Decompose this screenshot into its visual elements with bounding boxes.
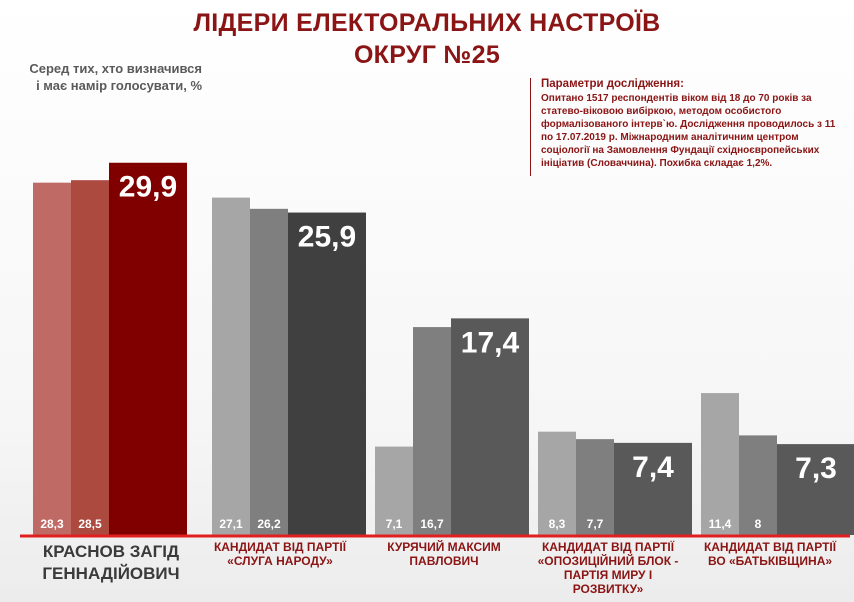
category-label-2: КУРЯЧИЙ МАКСИМ ПАВЛОВИЧ [364, 540, 524, 568]
value-label-g1-s0: 27,1 [219, 517, 243, 531]
value-label-g2-s1: 16,7 [420, 517, 444, 531]
category-label-4: КАНДИДАТ ВІД ПАРТІЇ ВО «БАТЬКІВЩИНА» [690, 540, 850, 568]
value-label-g0-s1: 28,5 [78, 517, 102, 531]
bar-g2-s0 [375, 446, 413, 535]
bar-g1-s1 [250, 208, 288, 535]
category-label-0: КРАСНОВ ЗАГІД ГЕННАДІЙОВИЧ [6, 541, 216, 585]
category-label-0-line-0: КРАСНОВ ЗАГІД [42, 542, 180, 561]
category-label-3: КАНДИДАТ ВІД ПАРТІЇ «ОПОЗИЦІЙНИЙ БЛОК - ПА… [528, 540, 688, 596]
research-parameters: Параметри дослідження: Опитано 1517 респ… [530, 78, 841, 176]
value-label-g4-s0: 11,4 [709, 517, 732, 531]
chart-title-line1: ЛІДЕРИ ЕЛЕКТОРАЛЬНИХ НАСТРОЇВ [193, 9, 661, 37]
bar-g1-s2 [288, 212, 366, 536]
value-label-g4-s2: 7,3 [795, 452, 837, 485]
category-label-3-line-1: «ОПОЗИЦІЙНИЙ БЛОК - [537, 554, 679, 568]
bar-g4-s1 [739, 435, 777, 535]
value-label-g2-s2: 17,4 [461, 326, 520, 359]
value-label-g3-s1: 7,7 [587, 517, 604, 531]
value-label-g3-s2: 7,4 [632, 451, 674, 484]
category-label-1-line-1: «СЛУГА НАРОДУ» [227, 554, 333, 568]
bar-g1-s0 [212, 197, 250, 536]
bar-g3-s2 [614, 442, 692, 535]
bar-g0-s2 [109, 162, 187, 535]
params-body: Опитано 1517 респондентів віком від 18 д… [541, 93, 836, 169]
category-label-0-line-1: ГЕННАДІЙОВИЧ [42, 564, 180, 583]
category-label-3-line-0: КАНДИДАТ ВІД ПАРТІЇ [541, 540, 675, 554]
value-label-g4-s1: 8 [755, 517, 762, 531]
category-label-2-line-1: ПАВЛОВИЧ [409, 554, 479, 568]
category-label-3-line-2: ПАРТІЯ МИРУ І [563, 568, 653, 582]
category-label-3-line-3: РОЗВИТКУ» [572, 582, 644, 596]
value-label-g0-s2: 29,9 [119, 171, 177, 204]
bar-g2-s1 [413, 327, 451, 535]
bar-g2-s2 [451, 318, 529, 535]
bar-g3-s1 [576, 439, 614, 535]
value-label-g0-s0: 28,3 [40, 517, 64, 531]
value-label-g3-s0: 8,3 [549, 517, 566, 531]
value-label-g1-s1: 26,2 [257, 517, 281, 531]
subtitle-line1: Серед тих, хто визначився [29, 61, 202, 76]
bar-g4-s2 [777, 444, 854, 535]
bar-g3-s0 [538, 431, 576, 535]
category-label-4-line-1: ВО «БАТЬКІВЩИНА» [707, 554, 833, 568]
category-label-1-line-0: КАНДИДАТ ВІД ПАРТІЇ [213, 540, 347, 554]
category-label-1: КАНДИДАТ ВІД ПАРТІЇ «СЛУГА НАРОДУ» [200, 540, 360, 568]
chart-subtitle: Серед тих, хто визначився і має намір го… [10, 60, 202, 94]
bar-g0-s1 [71, 180, 109, 536]
value-label-g1-s2: 25,9 [298, 221, 356, 254]
bar-g4-s0 [701, 393, 739, 535]
chart-title-line2: ОКРУГ №25 [353, 41, 501, 69]
bar-g0-s0 [33, 182, 71, 536]
value-label-g2-s0: 7,1 [386, 517, 403, 531]
category-label-4-line-0: КАНДИДАТ ВІД ПАРТІЇ [703, 540, 837, 554]
category-label-2-line-0: КУРЯЧИЙ МАКСИМ [387, 540, 501, 554]
subtitle-line2: і має намір голосувати, % [36, 78, 202, 93]
params-heading: Параметри дослідження: [541, 78, 684, 90]
